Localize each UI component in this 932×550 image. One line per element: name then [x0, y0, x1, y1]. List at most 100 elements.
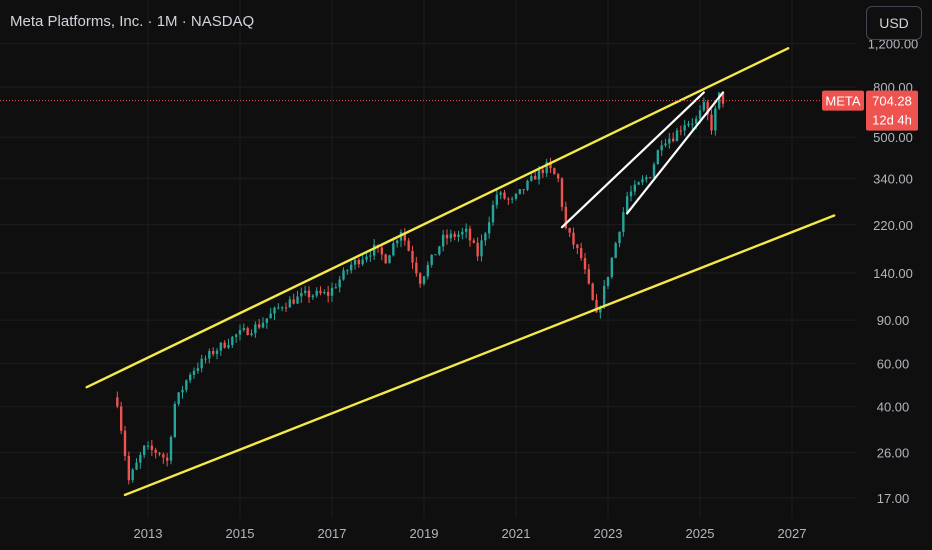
- last-price-label: 704.28: [872, 94, 912, 109]
- candle: [357, 259, 361, 265]
- chart-title: Meta Platforms, Inc. · 1M · NASDAQ: [10, 13, 255, 30]
- candle: [215, 350, 219, 355]
- candle: [637, 182, 640, 185]
- candle: [150, 445, 154, 450]
- currency-button[interactable]: USD: [866, 6, 922, 40]
- symbol-badge[interactable]: [822, 90, 864, 111]
- candle: [476, 242, 479, 257]
- candle: [449, 233, 453, 239]
- candle: [280, 307, 284, 309]
- candle: [380, 247, 384, 255]
- candle: [522, 189, 525, 191]
- candle: [158, 452, 161, 455]
- candle: [610, 257, 614, 277]
- candle: [208, 351, 211, 359]
- candle: [660, 145, 663, 151]
- candle: [349, 264, 353, 271]
- candle: [219, 342, 223, 351]
- candle: [441, 234, 445, 247]
- candle: [714, 108, 717, 131]
- candle: [579, 247, 583, 259]
- candle: [553, 168, 556, 175]
- candle: [119, 406, 123, 431]
- candle: [139, 454, 142, 463]
- candle: [411, 250, 414, 263]
- candle: [395, 240, 399, 244]
- candle: [564, 206, 568, 228]
- candle: [472, 240, 476, 243]
- x-tick-label: 2015: [226, 526, 255, 541]
- countdown-label: 12d 4h: [872, 113, 912, 128]
- candle: [694, 118, 698, 124]
- candle: [576, 244, 579, 248]
- candle: [162, 454, 165, 458]
- candle: [491, 205, 495, 223]
- candle: [683, 125, 686, 131]
- candle: [292, 299, 295, 304]
- candle: [415, 262, 418, 274]
- candle: [587, 269, 591, 284]
- candle: [311, 295, 315, 298]
- candle: [177, 392, 180, 404]
- candle: [687, 123, 690, 126]
- candle: [422, 276, 426, 284]
- candle: [338, 279, 341, 288]
- candle: [369, 255, 372, 257]
- candle: [315, 290, 318, 296]
- candle: [211, 351, 215, 355]
- candle: [434, 254, 437, 256]
- candle: [453, 233, 456, 237]
- candle: [618, 231, 621, 244]
- candle: [675, 130, 679, 142]
- y-tick-label: 140.00: [873, 266, 913, 281]
- x-tick-label: 2025: [686, 526, 715, 541]
- candle: [595, 299, 598, 313]
- candle: [457, 234, 460, 237]
- candle: [277, 307, 280, 309]
- candle: [181, 389, 184, 393]
- candle: [480, 240, 483, 257]
- candle: [484, 233, 487, 241]
- candle: [461, 231, 464, 235]
- candle: [123, 430, 127, 456]
- x-tick-label: 2027: [778, 526, 807, 541]
- candle: [204, 358, 207, 360]
- candle: [572, 232, 575, 245]
- candle: [142, 445, 146, 455]
- candle: [154, 449, 157, 453]
- candle: [556, 174, 560, 179]
- candle: [625, 196, 629, 213]
- candle: [246, 328, 249, 336]
- wedge-upper-line[interactable]: [560, 91, 705, 229]
- x-tick-label: 2023: [594, 526, 623, 541]
- candle: [549, 162, 552, 169]
- candle: [196, 368, 200, 371]
- candle: [323, 292, 326, 294]
- candle: [671, 138, 675, 142]
- candle: [146, 445, 150, 447]
- candle: [602, 285, 606, 308]
- wedge-lower-line[interactable]: [626, 91, 725, 215]
- candle: [250, 333, 253, 336]
- candle: [234, 334, 238, 337]
- x-tick-label: 2019: [410, 526, 439, 541]
- candle: [518, 189, 522, 194]
- y-tick-label: 60.00: [877, 356, 910, 371]
- candle: [503, 192, 506, 199]
- candle: [319, 290, 322, 294]
- candle: [656, 150, 660, 165]
- candle: [257, 324, 261, 328]
- candle: [185, 380, 188, 390]
- channel-lower-line[interactable]: [123, 214, 836, 497]
- candle: [265, 318, 269, 323]
- price-badge: [866, 90, 918, 131]
- candle: [353, 259, 357, 265]
- candle: [526, 180, 529, 190]
- channel-upper-line[interactable]: [85, 47, 790, 389]
- candle: [691, 123, 694, 125]
- y-tick-label: 17.00: [877, 491, 910, 506]
- candle: [192, 370, 196, 375]
- candle: [365, 256, 368, 260]
